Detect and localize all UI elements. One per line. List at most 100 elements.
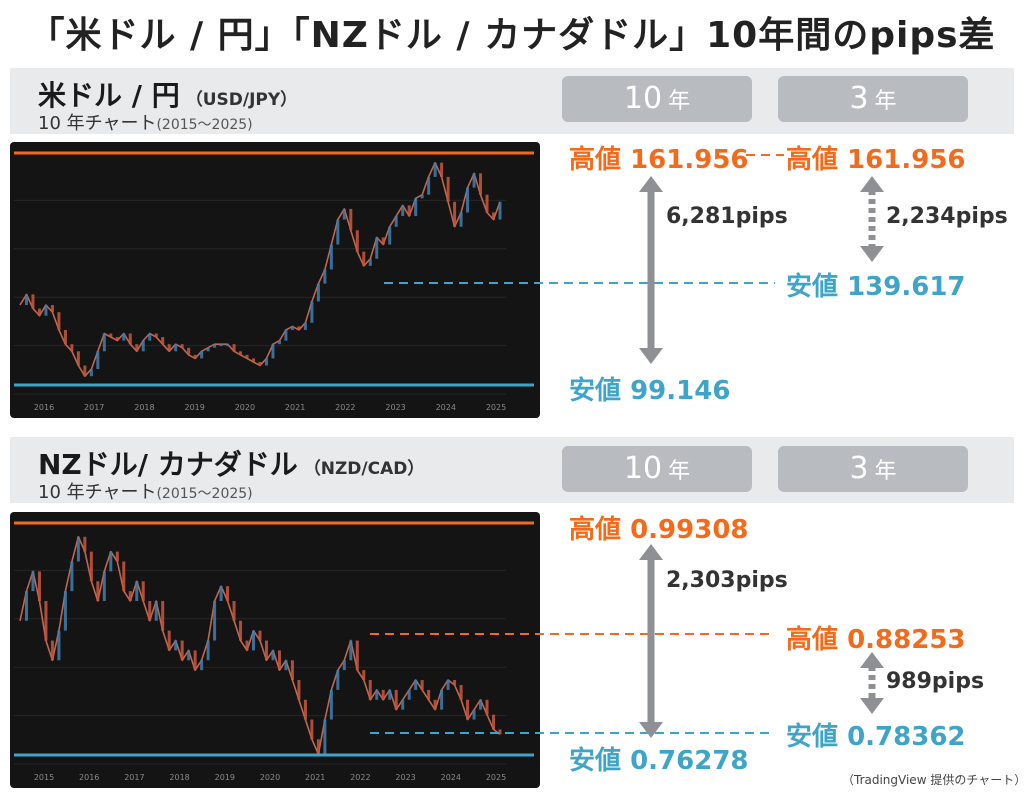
nzdcad-candle <box>148 601 152 621</box>
nzdcad-candle <box>213 601 217 641</box>
usdjpy-x-tick: 2018 <box>134 403 154 412</box>
chart-credit: （TradingView 提供のチャート） <box>842 773 1024 787</box>
nzdcad-candle <box>420 680 424 690</box>
usdjpy-candle <box>479 173 483 195</box>
nzdcad-candle <box>297 680 301 700</box>
nzdcad-candle <box>323 719 327 755</box>
usdjpy-10yr-arrow <box>639 176 663 364</box>
usdjpy-candle <box>24 294 28 306</box>
nzdcad-3yr-arrow <box>860 652 884 714</box>
nzdcad-candle <box>219 586 223 602</box>
usdjpy-candle <box>401 205 405 217</box>
nzdcad-3yr-low: 安値 0.78362 <box>786 722 966 752</box>
nzdcad-candle <box>407 689 411 700</box>
usdjpy-candle <box>414 198 418 217</box>
usdjpy-candle <box>161 337 165 345</box>
usdjpy-candle <box>407 205 411 217</box>
usdjpy-candle <box>50 305 54 313</box>
nzdcad-10yr-high: 高値 0.99308 <box>569 515 749 545</box>
nzdcad-subtitle: 10 年チャート(2015～2025) <box>38 482 253 503</box>
usdjpy-candle <box>115 337 119 341</box>
nzdcad-candle <box>381 689 385 700</box>
nzdcad-candle <box>290 660 294 681</box>
usdjpy-x-tick: 2019 <box>184 403 204 412</box>
usdjpy-3yr-arrow-head-down <box>860 246 884 262</box>
nzdcad-candle <box>342 660 346 671</box>
nzdcad-candle <box>122 561 126 592</box>
usdjpy-candle <box>245 354 249 359</box>
nzdcad-candle <box>96 581 100 602</box>
nzdcad-candle <box>355 640 359 671</box>
usdjpy-candle <box>174 344 178 352</box>
nzdcad-candle <box>167 630 171 651</box>
nzdcad-candle <box>83 536 87 552</box>
usdjpy-10yr-pill: 10 年 <box>562 76 752 122</box>
nzdcad-10yr-diff: 2,303pips <box>666 568 788 593</box>
usdjpy-candle <box>226 344 230 347</box>
nzdcad-x-tick: 2020 <box>260 773 280 782</box>
usdjpy-candle <box>466 187 470 213</box>
usdjpy-candle <box>349 208 353 231</box>
nzdcad-candle <box>180 640 184 661</box>
usdjpy-candle <box>122 333 126 341</box>
usdjpy-pair-name: 米ドル / 円 <box>38 79 180 112</box>
nzdcad-candle <box>258 630 262 641</box>
usdjpy-candle <box>316 283 320 302</box>
usdjpy-candle <box>362 251 366 266</box>
usdjpy-x-tick: 2017 <box>84 403 104 412</box>
usdjpy-10yr-arrow-head-up <box>639 176 663 192</box>
nzdcad-pair-title: NZドル/ カナダドル （NZD/CAD） <box>38 443 424 483</box>
usdjpy-chart-svg: 2016 2017 2018 2019 2020 2021 2022 2023 2024 2025 <box>14 151 534 412</box>
nzdcad-candle <box>232 601 236 621</box>
usdjpy-candle <box>89 369 93 377</box>
usdjpy-candle <box>427 176 431 195</box>
usdjpy-candle <box>271 344 275 359</box>
nzdcad-candle <box>187 650 191 661</box>
usdjpy-candle <box>420 194 424 199</box>
nzdcad-x-tick: 2023 <box>395 773 415 782</box>
usdjpy-subtitle: 10 年チャート(2015～2025) <box>38 113 253 134</box>
usdjpy-3yr-arrow-head-up <box>860 176 884 192</box>
usdjpy-10yr-diff: 6,281pips <box>666 204 788 229</box>
usdjpy-candle <box>258 361 262 366</box>
usdjpy-candle <box>37 308 41 316</box>
nzdcad-candle <box>303 699 307 720</box>
nzdcad-10yr-arrow-head-down <box>639 722 663 738</box>
nzdcad-3yr-diff: 989pips <box>886 669 985 694</box>
usdjpy-candle <box>446 176 450 202</box>
nzdcad-x-tick: 2021 <box>305 773 325 782</box>
nzdcad-pair-name: NZドル/ カナダドル <box>38 448 298 481</box>
usdjpy-candle <box>485 194 489 213</box>
usdjpy-candle <box>342 208 346 220</box>
nzdcad-candle <box>401 699 405 710</box>
usdjpy-candle <box>44 305 48 316</box>
nzdcad-candle <box>102 571 106 602</box>
nzdcad-candle <box>50 640 54 661</box>
usdjpy-candle <box>76 351 80 366</box>
usdjpy-candle <box>135 344 139 352</box>
usdjpy-candle <box>252 358 256 362</box>
usdjpy-10yr-high: 高値 161.956 <box>569 145 749 175</box>
usdjpy-candle <box>388 226 392 245</box>
usdjpy-10yr-low: 安値 99.146 <box>569 376 731 406</box>
usdjpy-candle <box>498 201 502 220</box>
usdjpy-candle <box>329 244 333 270</box>
nzdcad-10yr-arrow <box>639 544 663 738</box>
nzdcad-candle <box>388 689 392 700</box>
nzdcad-10yr-pill: 10 年 <box>562 446 752 492</box>
nzdcad-candle <box>31 571 35 592</box>
usdjpy-candle <box>63 329 67 345</box>
nzdcad-candle <box>362 670 366 681</box>
nzdcad-candle <box>394 689 398 710</box>
nzdcad-candle <box>141 581 145 602</box>
nzdcad-candle <box>472 709 476 720</box>
nzdcad-x-tick: 2016 <box>79 773 99 782</box>
usdjpy-candle <box>219 344 223 347</box>
usdjpy-candle <box>303 322 307 330</box>
usdjpy-chart: 2016 2017 2018 2019 2020 2021 2022 2023 2024 2025 <box>10 142 540 418</box>
nzdcad-x-tick: 2015 <box>34 773 54 782</box>
nzdcad-candle <box>349 640 353 661</box>
usdjpy-candle <box>187 347 191 355</box>
nzdcad-candle <box>277 650 281 671</box>
